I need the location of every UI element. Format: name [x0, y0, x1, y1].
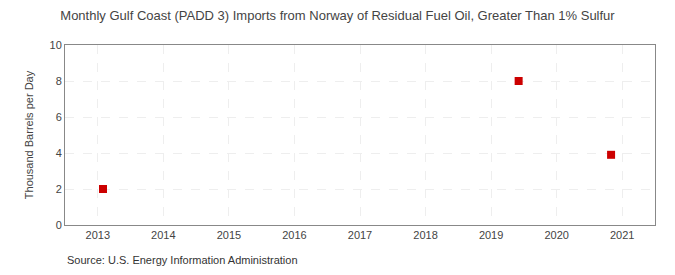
svg-text:2017: 2017 — [348, 229, 372, 241]
svg-text:2: 2 — [56, 183, 62, 195]
svg-text:2013: 2013 — [86, 229, 110, 241]
svg-text:Thousand Barrels per Day: Thousand Barrels per Day — [23, 70, 35, 199]
svg-text:2018: 2018 — [413, 229, 437, 241]
svg-text:2021: 2021 — [610, 229, 634, 241]
svg-text:4: 4 — [56, 147, 62, 159]
svg-text:2014: 2014 — [151, 229, 175, 241]
svg-text:2019: 2019 — [479, 229, 503, 241]
svg-text:2020: 2020 — [544, 229, 568, 241]
svg-text:10: 10 — [50, 39, 62, 51]
svg-text:6: 6 — [56, 111, 62, 123]
svg-text:0: 0 — [56, 219, 62, 231]
svg-text:2016: 2016 — [282, 229, 306, 241]
svg-text:Monthly Gulf Coast (PADD 3) Im: Monthly Gulf Coast (PADD 3) Imports from… — [60, 8, 615, 23]
svg-text:2015: 2015 — [217, 229, 241, 241]
svg-text:8: 8 — [56, 75, 62, 87]
svg-text:Source: U.S. Energy Informatio: Source: U.S. Energy Information Administ… — [67, 254, 298, 266]
